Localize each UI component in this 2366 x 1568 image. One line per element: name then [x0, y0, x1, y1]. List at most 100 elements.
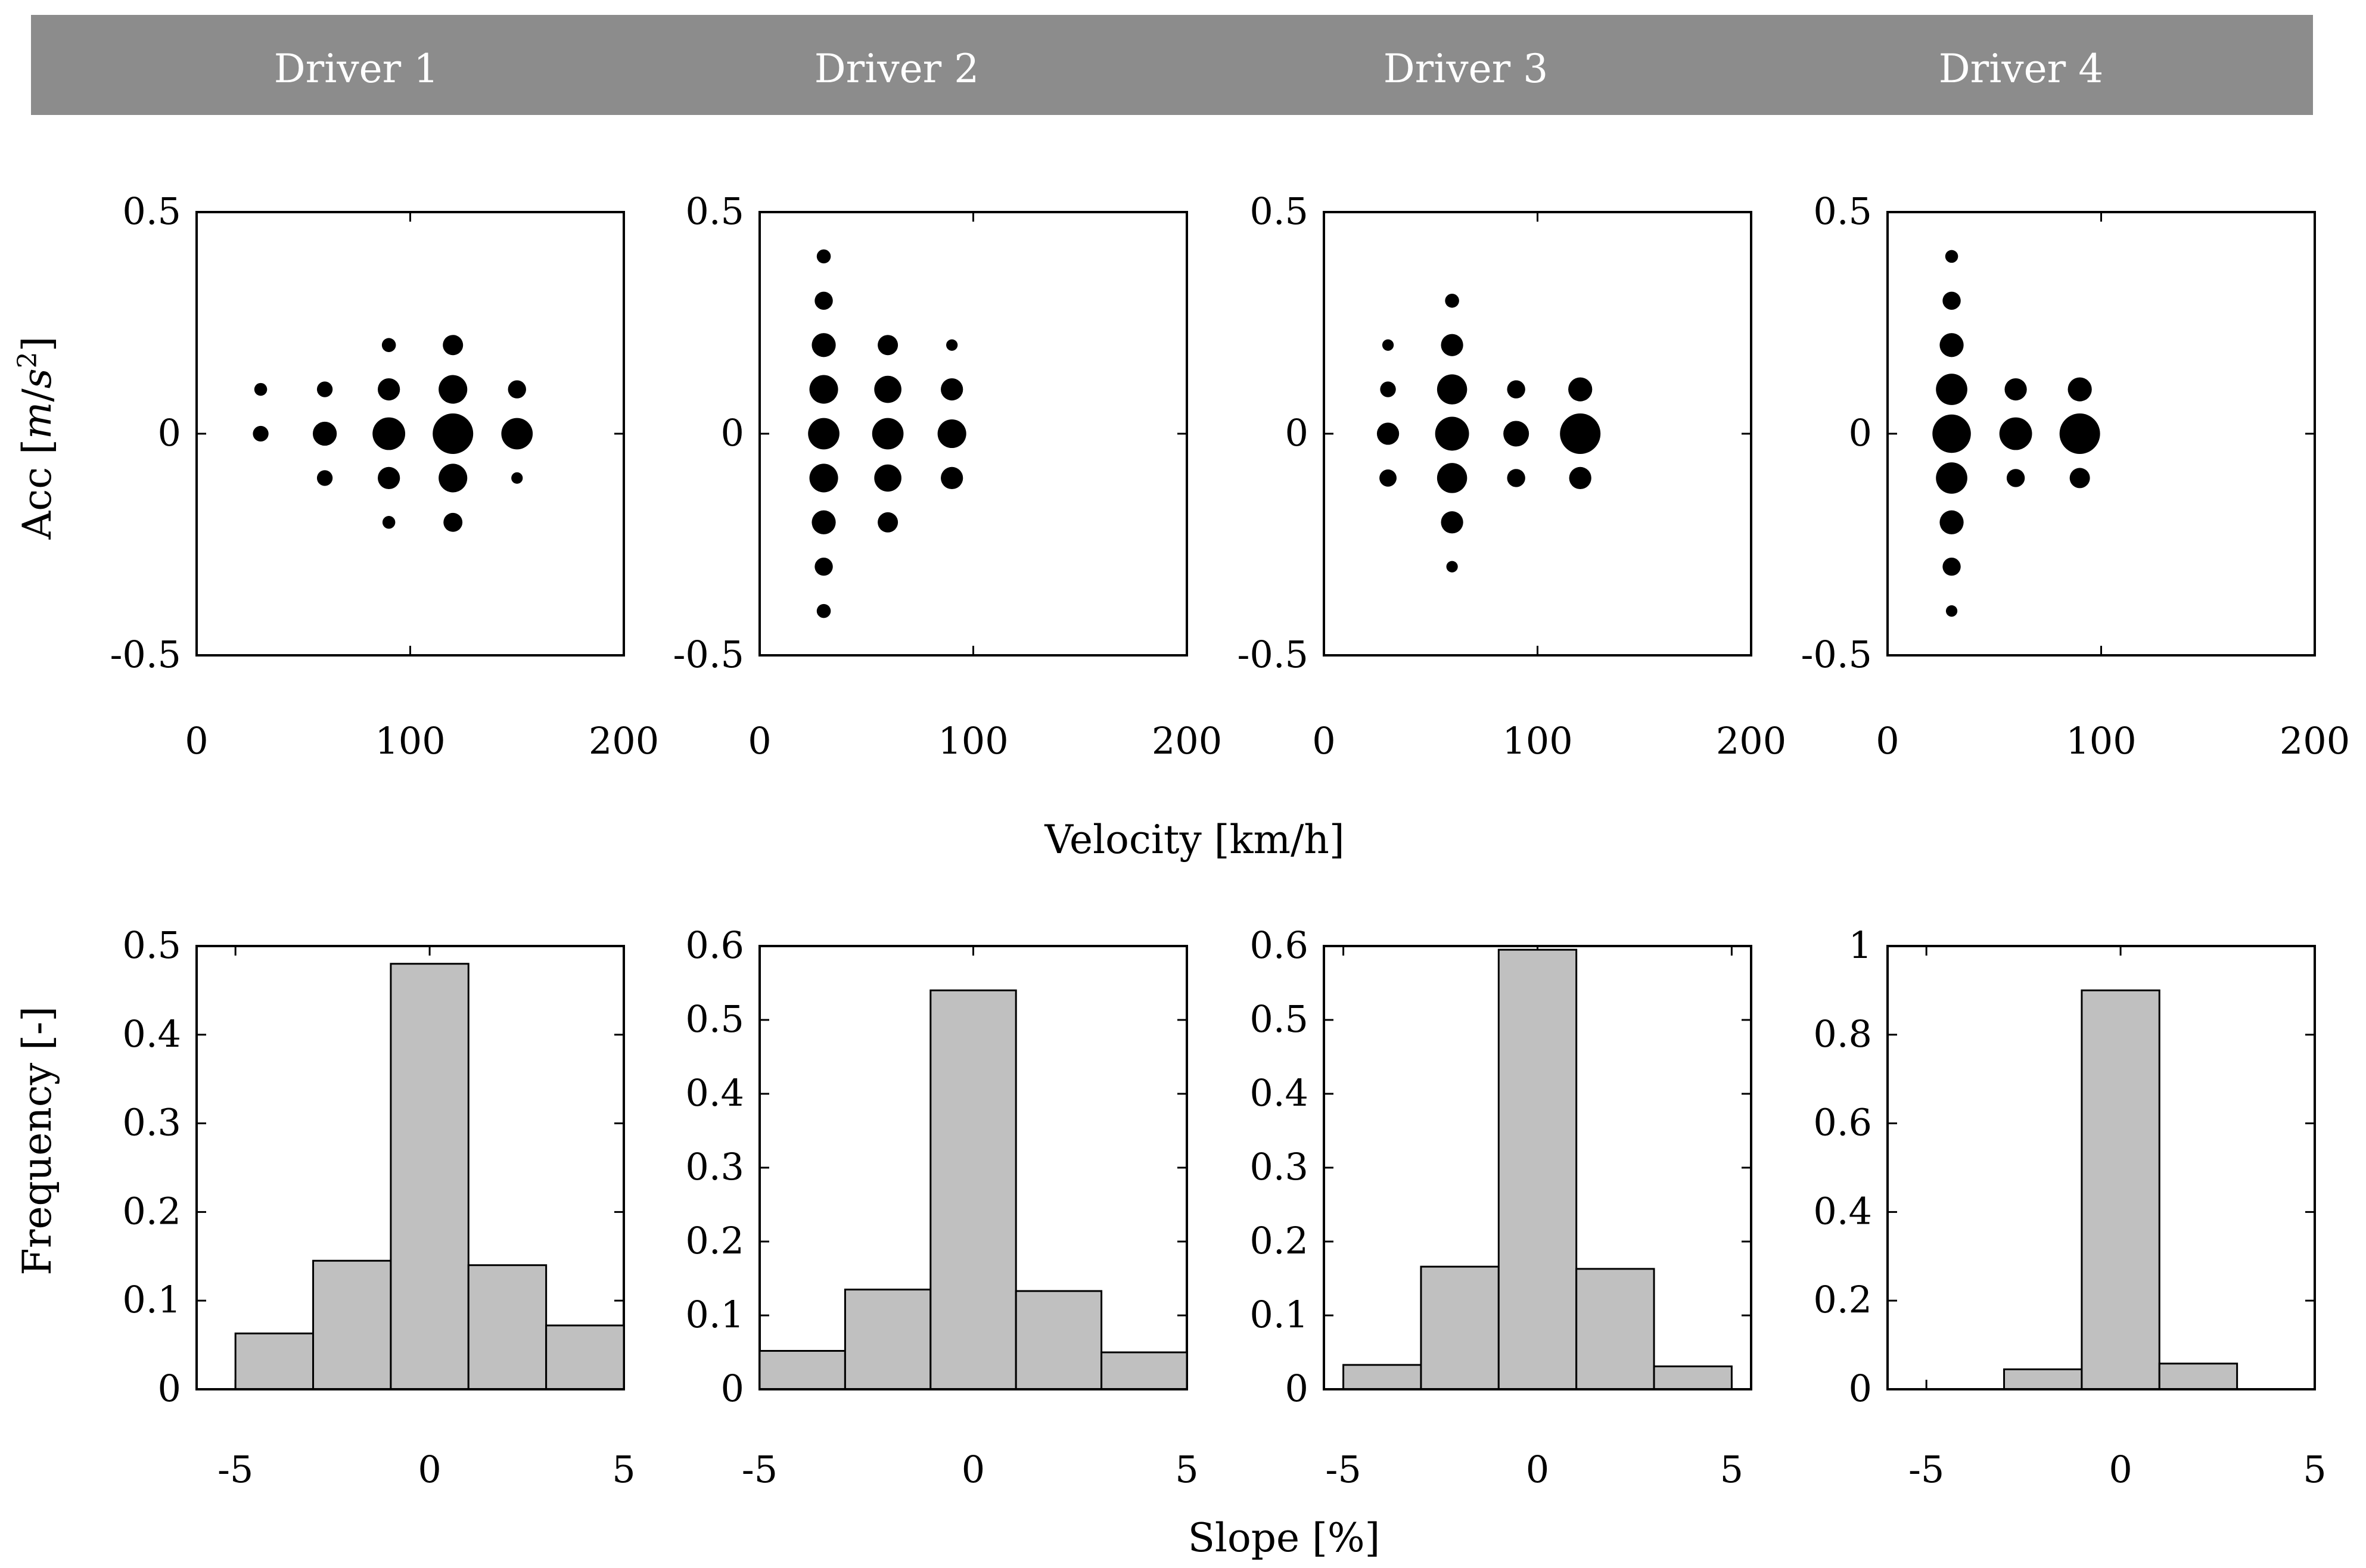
data-point: [809, 375, 838, 404]
data-point: [812, 333, 836, 357]
y-tick-label: 0.5: [685, 997, 744, 1041]
data-point: [816, 249, 831, 264]
data-point: [878, 335, 898, 356]
data-point: [511, 472, 523, 484]
y-tick-label: 0.6: [1249, 923, 1308, 967]
data-point: [2004, 378, 2027, 401]
x-tick-label: 0: [1876, 719, 1899, 763]
data-point: [381, 338, 396, 352]
histogram-bar: [929, 989, 1017, 1390]
y-tick-label: 0.6: [1813, 1101, 1872, 1144]
y-tick-label: 0: [1285, 411, 1308, 455]
data-point: [1441, 511, 1463, 534]
scatter-panel-3: 0.50-0.50 100 200: [1237, 189, 1786, 763]
data-point: [316, 381, 333, 397]
data-point: [1435, 416, 1469, 451]
y-tick-label: 0: [1849, 411, 1872, 455]
data-point: [1569, 466, 1591, 490]
x-tick-label: -5: [217, 1448, 253, 1491]
data-point: [378, 378, 400, 401]
y-tick-label: 0.2: [685, 1219, 744, 1262]
data-point: [2067, 377, 2092, 402]
data-point: [1936, 374, 1967, 405]
data-point: [433, 413, 474, 454]
data-point: [1939, 510, 1964, 534]
y-tick-label: 0.2: [1249, 1219, 1308, 1262]
y-tick-label: 0.4: [1813, 1189, 1872, 1233]
data-point: [809, 463, 838, 493]
y-tick-label: 0.1: [685, 1293, 744, 1336]
y-tick-label: 1: [1849, 923, 1872, 967]
data-point: [1441, 334, 1463, 356]
data-point: [378, 466, 400, 490]
x-tick-label: -5: [1325, 1448, 1361, 1491]
data-point: [1445, 294, 1459, 308]
histogram-bar: [758, 1350, 846, 1390]
y-tick-label: 0.3: [685, 1145, 744, 1189]
histogram-bar: [1653, 1365, 1733, 1390]
data-point: [254, 382, 268, 396]
x-tick-label: 200: [2280, 719, 2350, 763]
y-tick-label: 0: [1849, 1367, 1872, 1410]
y-tick-label: 0.6: [685, 923, 744, 967]
histogram-bar: [2003, 1368, 2083, 1390]
data-point: [874, 464, 901, 492]
x-tick-label: 5: [1175, 1448, 1198, 1491]
y-tick-label: 0.8: [1813, 1012, 1872, 1056]
data-point: [1380, 381, 1396, 397]
x-tick-label: 5: [2303, 1448, 2326, 1491]
data-point: [872, 418, 904, 450]
data-point: [1437, 463, 1468, 493]
histogram-panel-2: 0.6 0.5 0.4 0.3 0.2 0.1 0 -5 0 5: [685, 923, 1198, 1491]
velocity-axis-label: Velocity [km/h]: [1044, 817, 1344, 863]
data-point: [1939, 333, 1964, 357]
histogram-bar: [1497, 948, 1578, 1390]
data-point: [1942, 291, 1961, 310]
data-point: [2059, 413, 2100, 454]
data-point: [1936, 462, 1967, 494]
y-tick-label: -0.5: [673, 633, 744, 676]
x-tick-label: 5: [612, 1448, 635, 1491]
histogram-bar: [467, 1264, 548, 1390]
data-point: [382, 516, 396, 529]
data-point: [1945, 250, 1958, 263]
x-tick-label: 100: [2066, 719, 2136, 763]
data-point: [1507, 469, 1525, 487]
y-tick-label: 0.4: [122, 1012, 181, 1056]
histogram-panel-1: 0.5 0.4 0.3 0.2 0.1 0 -5 0 5: [122, 923, 635, 1491]
x-tick-label: 5: [1720, 1448, 1743, 1491]
x-tick-label: -5: [742, 1448, 778, 1491]
data-point: [1379, 469, 1397, 487]
y-tick-label: -0.5: [110, 633, 181, 676]
data-point: [1568, 377, 1593, 402]
x-tick-label: 0: [2109, 1448, 2132, 1491]
x-tick-label: 0: [418, 1448, 441, 1491]
data-point: [1503, 421, 1529, 447]
driver-1-header: Driver 1: [274, 46, 439, 92]
data-point: [937, 419, 966, 449]
y-tick-label: 0.5: [1249, 189, 1308, 233]
y-tick-label: -0.5: [1801, 633, 1872, 676]
driver-4-header: Driver 4: [1939, 46, 2103, 92]
x-tick-label: 100: [938, 719, 1008, 763]
y-tick-label: 0.3: [122, 1101, 181, 1144]
data-point: [1437, 374, 1468, 405]
data-point: [1560, 413, 1601, 454]
data-point: [941, 466, 963, 490]
data-point: [316, 470, 333, 486]
driver-3-header: Driver 3: [1383, 46, 1548, 92]
x-tick-label: 0: [748, 719, 771, 763]
y-tick-label: 0: [158, 411, 181, 455]
data-point: [814, 291, 833, 310]
driver-header-band: [31, 15, 2313, 115]
data-point: [1446, 561, 1458, 573]
x-tick-label: 200: [589, 719, 659, 763]
data-point: [1507, 380, 1525, 399]
histogram-bar: [2081, 989, 2160, 1390]
data-point: [501, 418, 533, 450]
data-point: [812, 510, 836, 534]
data-point: [1942, 557, 1961, 576]
x-tick-label: 0: [185, 719, 208, 763]
